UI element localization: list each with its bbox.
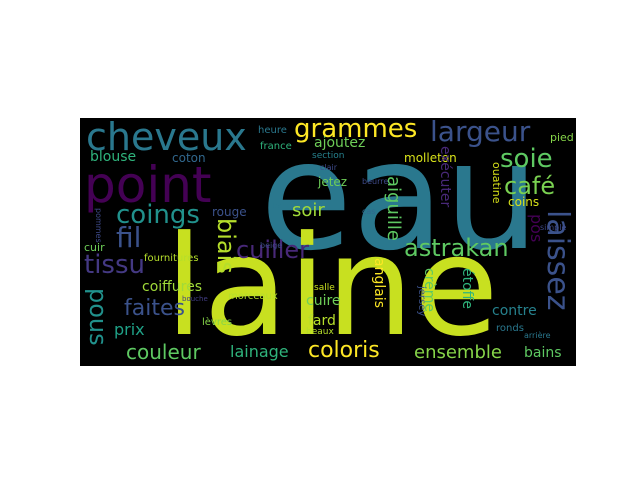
word-cheveux: cheveux [86, 118, 247, 159]
word-eau: eau [260, 118, 540, 284]
word-rouge: rouge [212, 205, 247, 219]
word-beurre: beurre [362, 177, 389, 186]
word-lainage: lainage [230, 342, 289, 361]
word-coings: coings [116, 200, 200, 230]
word-bains: bains [524, 345, 562, 361]
word-etoffe: étoffe [459, 268, 475, 309]
word-ouatine: ouatine [490, 162, 503, 204]
word-coiffures: coiffures [142, 279, 203, 295]
word-soir: soir [292, 200, 325, 221]
word-beaux: beaux [306, 327, 334, 337]
word-arriere: arrière [524, 331, 551, 340]
word-ronds: ronds [496, 323, 524, 334]
word-france: france [260, 141, 292, 152]
word-heure: heure [258, 125, 287, 136]
word-tissu: tissu [84, 250, 145, 280]
word-fil: fil [116, 221, 142, 254]
word-astrakan: astrakan [404, 234, 509, 262]
word-anglais: anglais [371, 258, 387, 308]
word-beige: beige [260, 241, 283, 250]
word-bain: bain [272, 201, 290, 210]
word-jersey: jersey [416, 286, 427, 317]
word-salle: salle [314, 283, 335, 293]
word-fard: fard [308, 313, 336, 329]
word-bouche: bouche [182, 295, 208, 303]
word-pied: pied [550, 131, 574, 144]
word-pous: pous [84, 288, 112, 346]
word-cafe: café [504, 172, 556, 200]
word-clair: clair [320, 163, 338, 172]
word-cuire: cuire [306, 293, 341, 309]
word-coins: coins [508, 195, 540, 209]
word-biais: biais [212, 218, 240, 274]
word-cloud: eau laine point cheveux grammes largeur … [80, 118, 576, 366]
word-point: point [84, 156, 212, 214]
word-cuir: cuir [84, 241, 105, 254]
word-pommes: pommes [94, 208, 103, 243]
word-ensemble: ensemble [414, 342, 502, 363]
word-largeur: largeur [430, 118, 531, 148]
word-morceaux: morceaux [228, 291, 278, 302]
word-blouse: blouse [90, 149, 137, 165]
word-coton: coton [172, 151, 206, 165]
word-molleton: molleton [404, 151, 457, 165]
word-prix: prix [114, 320, 145, 339]
word-executer: exécuter [437, 146, 453, 208]
word-fournitures: fournitures [144, 253, 199, 264]
word-simple: simple [540, 223, 567, 232]
word-laine: laine [165, 206, 499, 366]
word-cuiller: cuiller [236, 236, 310, 264]
word-section: section [312, 151, 345, 161]
word-faites: faites [124, 296, 185, 321]
word-jetez: jetez [318, 175, 348, 189]
word-grammes: grammes [294, 118, 418, 144]
word-soie: soie [500, 144, 553, 174]
word-couleur: couleur [126, 340, 201, 364]
word-levres: lèvres [202, 317, 233, 328]
word-ajoutez: ajoutez [314, 135, 366, 151]
word-contre: contre [492, 303, 537, 319]
word-coloris: coloris [308, 338, 380, 363]
word-cas: cas [362, 207, 376, 216]
